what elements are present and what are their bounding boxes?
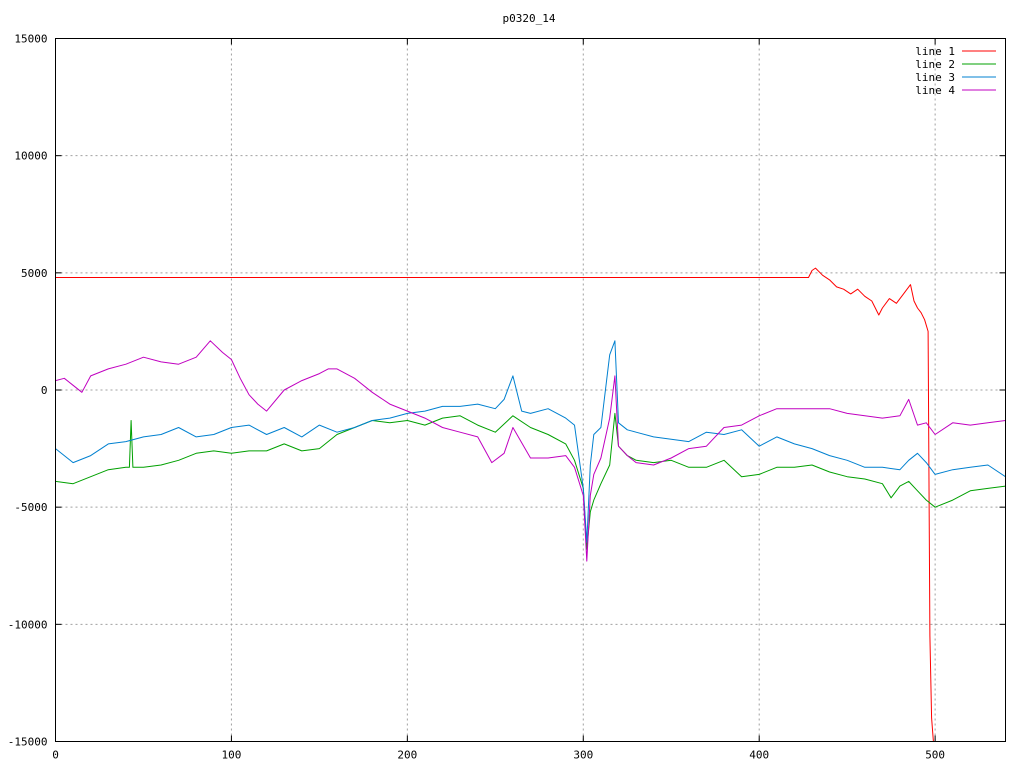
legend-label: line 3 xyxy=(915,71,955,84)
series-3-line xyxy=(55,340,1006,543)
y-axis-ticks: -15000 -10000 -5000 0 5000 10000 15000 xyxy=(8,33,1006,749)
legend-label: line 2 xyxy=(915,58,955,71)
y-tick-label: 0 xyxy=(41,384,48,397)
x-tick-label: 300 xyxy=(573,749,593,762)
y-tick-label: -10000 xyxy=(8,618,48,631)
plot-frame xyxy=(55,38,1006,742)
series-2-line xyxy=(55,412,1006,550)
y-tick-label: 10000 xyxy=(14,150,47,163)
y-tick-label: -15000 xyxy=(8,736,48,749)
legend-label: line 1 xyxy=(915,45,955,58)
x-tick-label: 0 xyxy=(52,749,59,762)
grid xyxy=(55,38,1006,742)
y-tick-label: 15000 xyxy=(14,33,47,46)
series-lines xyxy=(55,267,1006,742)
chart-title: p0320_14 xyxy=(503,12,556,25)
y-tick-label: -5000 xyxy=(14,501,47,514)
series-4-line xyxy=(55,340,1006,562)
x-tick-label: 400 xyxy=(749,749,769,762)
x-tick-label: 200 xyxy=(397,749,417,762)
x-tick-label: 500 xyxy=(925,749,945,762)
series-1-line xyxy=(55,267,936,742)
legend-label: line 4 xyxy=(915,84,955,97)
y-tick-label: 5000 xyxy=(21,267,48,280)
x-axis-ticks: 0 100 200 300 400 500 xyxy=(52,38,945,762)
x-tick-label: 100 xyxy=(221,749,241,762)
